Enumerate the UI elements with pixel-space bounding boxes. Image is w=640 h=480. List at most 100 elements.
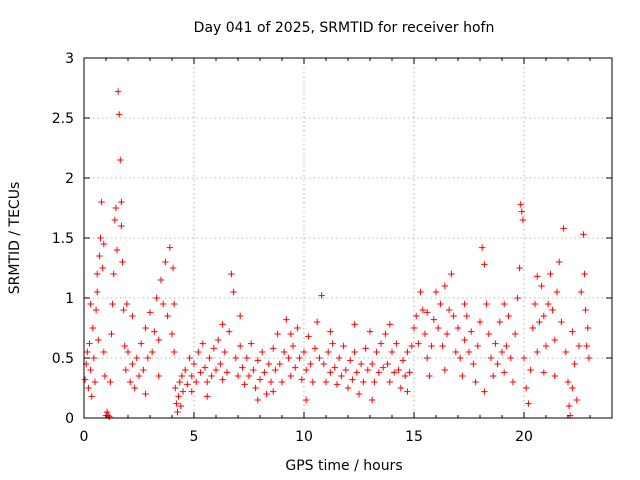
data-point: [245, 372, 253, 380]
data-point: [549, 306, 556, 314]
data-point: [402, 372, 409, 380]
data-point: [446, 306, 453, 314]
data-point: [131, 384, 138, 392]
data-point: [199, 340, 206, 347]
data-point: [274, 330, 281, 338]
data-point: [353, 369, 360, 376]
data-point: [250, 366, 257, 374]
data-point: [138, 340, 145, 347]
data-point: [206, 354, 213, 362]
data-point: [397, 384, 404, 392]
data-point: [107, 378, 114, 386]
data-point: [474, 342, 481, 350]
data-point: [208, 372, 215, 380]
data-point: [281, 348, 288, 356]
data-point: [133, 354, 140, 362]
data-point: [311, 345, 319, 352]
data-point: [88, 393, 95, 400]
data-point: [140, 366, 147, 374]
data-point: [364, 366, 371, 374]
data-point: [303, 396, 310, 404]
data-point: [527, 366, 534, 374]
data-point: [228, 270, 235, 278]
data-point: [424, 354, 431, 362]
data-point: [285, 354, 292, 362]
data-point: [377, 340, 385, 347]
data-point: [176, 378, 183, 386]
data-point: [349, 376, 356, 383]
data-point: [182, 366, 189, 374]
data-point: [327, 328, 334, 335]
data-point: [571, 360, 578, 368]
y-tick-label: 2.5: [52, 111, 74, 127]
data-point: [516, 264, 523, 272]
data-point: [565, 402, 573, 410]
data-point: [96, 252, 103, 260]
data-point: [538, 282, 545, 290]
data-point: [564, 378, 572, 386]
data-point: [283, 316, 290, 323]
data-point: [424, 309, 431, 316]
data-point: [101, 372, 109, 380]
data-point: [237, 342, 244, 350]
data-point: [553, 288, 561, 296]
data-point: [219, 376, 226, 383]
data-point: [86, 340, 93, 347]
y-tick-label: 2: [65, 171, 74, 187]
data-point: [84, 348, 91, 356]
data-point: [171, 348, 178, 356]
data-point: [146, 309, 154, 316]
data-point: [581, 270, 588, 278]
data-point: [237, 312, 244, 320]
data-point: [178, 372, 186, 380]
data-point: [149, 348, 156, 356]
data-point: [437, 300, 444, 308]
data-point: [241, 381, 248, 388]
data-point: [452, 348, 459, 356]
data-point: [172, 384, 179, 392]
data-point: [492, 340, 499, 347]
data-point: [441, 282, 448, 290]
data-point: [360, 378, 367, 386]
data-point: [384, 360, 391, 368]
data-point: [179, 388, 187, 395]
data-point: [90, 354, 98, 362]
data-point: [393, 340, 400, 347]
data-point: [124, 348, 132, 356]
data-point: [410, 324, 418, 332]
y-tick-label: 3: [65, 51, 74, 67]
data-point: [344, 384, 352, 392]
data-point: [164, 312, 171, 320]
data-point: [463, 312, 470, 320]
data-point: [267, 378, 275, 386]
data-point: [265, 360, 272, 368]
data-point: [226, 328, 233, 335]
data-point: [100, 348, 107, 356]
data-point: [375, 369, 382, 376]
data-point: [111, 216, 118, 224]
data-point: [309, 378, 316, 386]
data-point: [534, 273, 541, 280]
data-point: [153, 294, 160, 302]
data-point: [325, 348, 332, 356]
data-point: [195, 348, 202, 356]
data-point: [347, 357, 354, 364]
x-axis-label: GPS time / hours: [285, 458, 402, 474]
data-point: [112, 204, 120, 212]
data-point: [106, 413, 113, 420]
data-points: [81, 88, 593, 420]
data-point: [461, 300, 468, 308]
data-point: [219, 321, 226, 328]
data-point: [514, 294, 521, 302]
x-tick-label: 15: [405, 429, 423, 445]
data-point: [540, 369, 547, 376]
data-point: [248, 340, 255, 347]
data-point: [340, 342, 347, 350]
data-point: [551, 336, 558, 344]
data-point: [468, 328, 475, 335]
data-point: [584, 324, 591, 332]
data-point: [120, 306, 127, 314]
data-point: [430, 316, 437, 323]
data-point: [483, 300, 490, 308]
